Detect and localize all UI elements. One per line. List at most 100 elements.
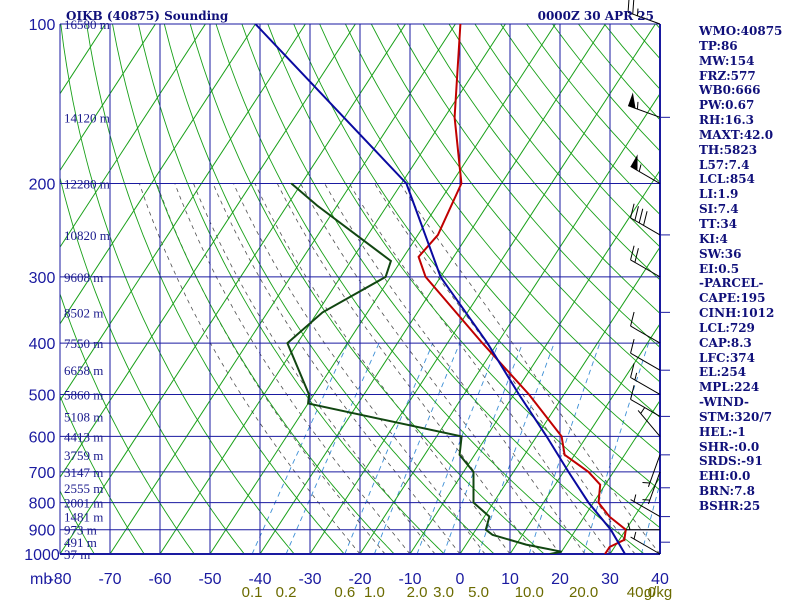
temperature-point bbox=[561, 435, 563, 437]
mixing-ratio-label: 3.0 bbox=[433, 584, 454, 600]
wind-barb bbox=[630, 385, 661, 417]
wind-half-barb bbox=[627, 522, 631, 530]
isotherm-line bbox=[60, 24, 156, 172]
moist-adiabat-line bbox=[233, 183, 486, 554]
index-item: TP:86 bbox=[699, 38, 738, 53]
temperature-point bbox=[609, 546, 611, 548]
wind-barb-staff bbox=[627, 11, 661, 25]
parcel-point bbox=[518, 393, 520, 396]
grid bbox=[59, 23, 670, 555]
dewpoint-point bbox=[290, 182, 292, 185]
wind-barb-staff bbox=[630, 377, 661, 395]
temperature-point bbox=[528, 393, 530, 396]
mixing-ratio-line bbox=[640, 481, 660, 554]
wind-barb bbox=[642, 471, 661, 505]
series-parcel bbox=[254, 24, 626, 554]
temperature-point bbox=[459, 24, 461, 25]
temperature-line bbox=[417, 24, 627, 554]
temperature-tick-label: -20 bbox=[348, 571, 371, 588]
pressure-label: 300 bbox=[29, 270, 56, 287]
index-item: TT:34 bbox=[699, 216, 738, 231]
mixing-ratio-line bbox=[528, 342, 601, 554]
temperature-tick-label: -10 bbox=[398, 571, 421, 588]
mixing-ratio-label: 0.6 bbox=[334, 584, 355, 600]
index-item: TH:5823 bbox=[699, 142, 758, 157]
height-label: 8502 m bbox=[64, 305, 103, 320]
height-label: 10820 m bbox=[64, 228, 110, 243]
dry-adiabat-line bbox=[86, 24, 345, 554]
height-label: 5108 m bbox=[64, 409, 103, 424]
index-item: SW:36 bbox=[699, 246, 742, 261]
wind-barb bbox=[630, 363, 661, 395]
pressure-label: 700 bbox=[29, 465, 56, 482]
height-label: 37 m bbox=[64, 547, 90, 562]
dewpoint-point bbox=[472, 502, 475, 504]
height-label: 9608 m bbox=[64, 270, 103, 285]
wind-barb-staff bbox=[630, 217, 661, 236]
dewpoint-point bbox=[321, 311, 324, 313]
index-item: FRZ:577 bbox=[699, 68, 756, 83]
index-item: CAP:8.3 bbox=[699, 335, 752, 350]
dewpoint-point bbox=[316, 204, 318, 207]
station-title: OIKB (40875) Sounding bbox=[66, 9, 229, 23]
wind-half-barb bbox=[638, 164, 642, 172]
height-label: 491 m bbox=[64, 535, 97, 550]
temperature-axis: -80 -70 -60 -50 -40 -30 -20 -10 0 10 20 30 40 bbox=[48, 571, 669, 588]
parcel-point bbox=[546, 435, 548, 437]
height-label: 2001 m bbox=[64, 496, 103, 511]
temperature-tick-label: -70 bbox=[98, 571, 121, 588]
temperature-point bbox=[460, 182, 462, 185]
isotherm-line bbox=[60, 24, 256, 325]
wind-full-barb bbox=[627, 0, 630, 13]
dry-adiabat-line bbox=[319, 24, 660, 454]
wind-barb-staff bbox=[630, 398, 661, 417]
parcel-point bbox=[440, 276, 442, 278]
wind-barb-staff bbox=[647, 471, 661, 505]
dry-adiabat-line bbox=[137, 24, 445, 554]
dewpoint-point bbox=[459, 454, 461, 456]
dry-adiabat-line bbox=[60, 24, 295, 554]
dry-adiabat-line bbox=[60, 292, 195, 554]
moist-adiabat-line bbox=[212, 183, 461, 554]
index-item: -WIND- bbox=[699, 395, 749, 410]
moist-adiabat-line bbox=[349, 183, 611, 554]
dry-adiabat-line bbox=[60, 394, 145, 554]
mixing-ratio-line bbox=[416, 342, 500, 554]
isotherm-line bbox=[60, 24, 356, 479]
temperature-tick-label: 10 bbox=[501, 571, 519, 588]
index-item: MW:154 bbox=[699, 53, 755, 68]
isopleth-background bbox=[60, 24, 660, 554]
temperature-point bbox=[418, 256, 420, 258]
wind-barb bbox=[630, 245, 661, 278]
parcel-point bbox=[567, 471, 570, 473]
dewpoint-point bbox=[308, 393, 310, 396]
wind-full-barb bbox=[630, 245, 635, 260]
temperature-tick-label: 20 bbox=[551, 571, 569, 588]
height-label: 14120 m bbox=[64, 110, 110, 125]
index-item: SI:7.4 bbox=[699, 202, 739, 217]
wind-barb bbox=[630, 154, 661, 184]
dewpoint-point bbox=[491, 534, 494, 536]
wind-barb bbox=[630, 311, 661, 344]
temperature-tick-label: -60 bbox=[148, 571, 171, 588]
wind-barb bbox=[625, 522, 661, 531]
isotherm-line bbox=[559, 399, 660, 554]
isotherm-line bbox=[359, 92, 660, 554]
temperature-point bbox=[623, 539, 625, 541]
index-item: EI:0.5 bbox=[699, 261, 740, 276]
pressure-label: 1000 bbox=[24, 547, 60, 564]
temperature-point bbox=[604, 553, 606, 554]
wind-half-barb bbox=[636, 101, 639, 110]
mixing-ratio-line bbox=[344, 342, 434, 554]
dewpoint-point bbox=[488, 516, 490, 518]
index-item: L57:7.4 bbox=[699, 157, 750, 172]
temperature-tick-label: 0 bbox=[456, 571, 465, 588]
height-label: 7550 m bbox=[64, 336, 103, 351]
wind-barb-staff bbox=[630, 499, 661, 518]
pressure-axis: 100 200 300 400 500 600 700 800 900 1000 mb bbox=[24, 17, 60, 588]
mixing-ratio-label: 40.0 bbox=[627, 584, 656, 600]
wind-half-barb bbox=[633, 531, 637, 540]
dewpoint-point bbox=[549, 553, 551, 554]
wind-barb bbox=[630, 203, 661, 236]
pressure-label: 400 bbox=[29, 336, 56, 353]
